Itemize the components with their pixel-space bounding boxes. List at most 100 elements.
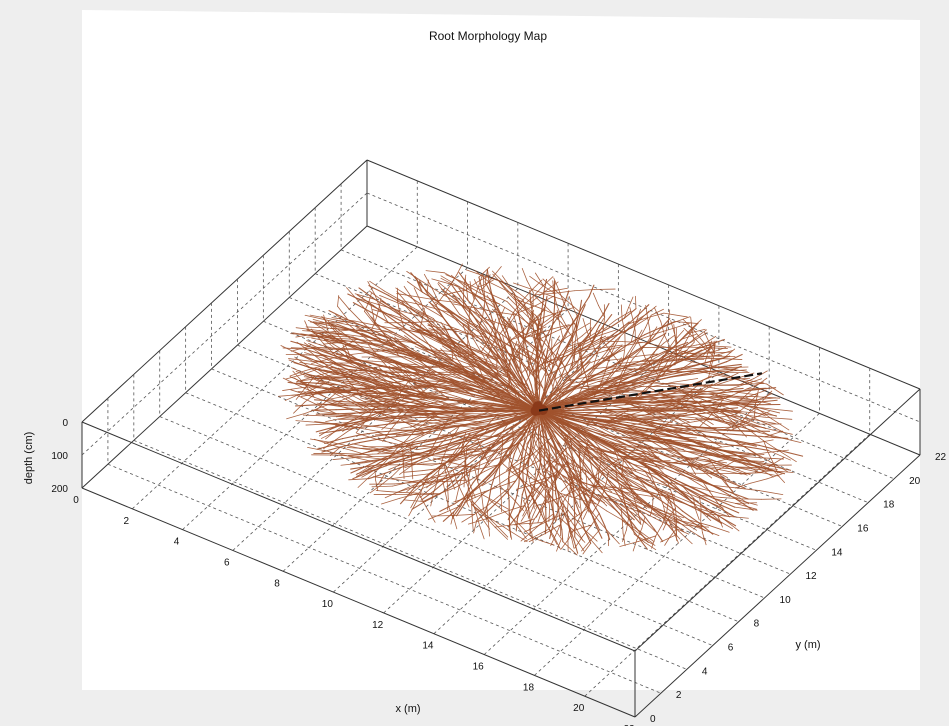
root-segment bbox=[305, 326, 328, 329]
root-segment bbox=[287, 381, 312, 387]
root-segment bbox=[468, 356, 482, 370]
root-segment bbox=[484, 275, 504, 283]
root-segment bbox=[710, 427, 729, 438]
root-segment bbox=[597, 376, 619, 383]
root-segment bbox=[687, 433, 711, 438]
root-segment bbox=[282, 387, 301, 391]
root-segment bbox=[441, 345, 460, 358]
root-segment bbox=[617, 327, 630, 340]
root-segment bbox=[372, 452, 398, 455]
root-segment bbox=[673, 410, 702, 413]
root-segment bbox=[613, 391, 637, 394]
root-segment bbox=[565, 447, 569, 462]
root-segment bbox=[426, 292, 437, 306]
root-segment bbox=[566, 432, 570, 440]
root-segment bbox=[453, 294, 465, 309]
root-segment bbox=[746, 387, 767, 390]
root-segment bbox=[767, 451, 774, 463]
root-segment bbox=[743, 446, 761, 458]
root-segment bbox=[648, 412, 665, 423]
root-segment bbox=[662, 464, 686, 474]
root-segment bbox=[686, 451, 710, 456]
root-segment bbox=[490, 428, 498, 437]
root-segment bbox=[528, 518, 535, 531]
root-segment bbox=[496, 436, 512, 445]
root-segment bbox=[513, 300, 523, 313]
root-segment bbox=[715, 408, 734, 420]
root-segment bbox=[475, 443, 491, 452]
root-segment bbox=[715, 518, 734, 530]
root-segment bbox=[637, 509, 642, 524]
root-segment bbox=[540, 387, 546, 400]
root-segment bbox=[577, 342, 593, 352]
root-segment bbox=[637, 450, 661, 454]
root-segment bbox=[430, 477, 448, 484]
root-segment bbox=[522, 504, 529, 517]
root-segment bbox=[514, 348, 523, 361]
root-segment bbox=[360, 334, 376, 346]
floor-gridline-x bbox=[534, 413, 820, 676]
root-segment bbox=[440, 348, 454, 362]
root-segment bbox=[620, 507, 623, 522]
root-segment bbox=[442, 511, 455, 522]
root-segment bbox=[400, 329, 425, 334]
root-segment bbox=[396, 338, 420, 344]
root-segment bbox=[752, 426, 776, 439]
root-segment bbox=[295, 370, 318, 381]
root-segment bbox=[511, 347, 530, 359]
root-segment bbox=[662, 371, 682, 377]
root-segment bbox=[562, 350, 579, 358]
root-segment bbox=[512, 497, 524, 512]
root-segment bbox=[359, 392, 383, 395]
root-segment bbox=[439, 503, 456, 512]
root-segment bbox=[636, 476, 654, 489]
root-segment bbox=[622, 483, 647, 491]
root-segment bbox=[315, 426, 335, 433]
root-segment bbox=[473, 396, 497, 402]
root-segment bbox=[341, 434, 362, 440]
root-segment bbox=[606, 338, 618, 351]
root-segment bbox=[497, 374, 513, 388]
root-segment bbox=[444, 454, 461, 459]
root-segment bbox=[404, 322, 426, 334]
root-segment bbox=[303, 376, 325, 380]
root-segment bbox=[286, 412, 307, 420]
root-segment bbox=[700, 503, 719, 516]
root-segment bbox=[396, 443, 418, 451]
root-segment bbox=[360, 403, 384, 406]
root-segment bbox=[452, 516, 458, 530]
root-segment bbox=[324, 438, 344, 444]
root-segment bbox=[514, 358, 521, 373]
root-segment bbox=[584, 497, 592, 509]
root-segment bbox=[397, 491, 420, 494]
root-segment bbox=[616, 355, 632, 365]
root-segment bbox=[542, 540, 555, 546]
root-segment bbox=[394, 362, 418, 366]
root-segment bbox=[659, 452, 683, 458]
root-segment bbox=[675, 427, 700, 430]
root-segment bbox=[693, 411, 714, 425]
root-segment bbox=[547, 365, 555, 378]
root-segment bbox=[411, 297, 428, 309]
root-segment bbox=[335, 422, 349, 431]
root-segment bbox=[635, 370, 655, 377]
root-segment bbox=[555, 377, 564, 391]
root-segment bbox=[626, 413, 649, 423]
root-segment bbox=[556, 538, 562, 552]
root-segment bbox=[469, 281, 472, 291]
z-tick-label: 200 bbox=[51, 484, 68, 495]
root-segment bbox=[594, 455, 616, 466]
root-segment bbox=[404, 369, 429, 377]
root-segment bbox=[741, 383, 764, 385]
root-segment bbox=[642, 454, 664, 466]
root-segment bbox=[721, 443, 746, 448]
root-segment bbox=[690, 477, 713, 486]
root-segment bbox=[482, 418, 503, 423]
root-segment bbox=[517, 372, 525, 387]
root-segment bbox=[501, 414, 525, 418]
root-segment bbox=[396, 290, 407, 302]
root-segment bbox=[377, 472, 386, 486]
root-segment bbox=[673, 531, 679, 544]
root-segment bbox=[538, 362, 544, 375]
root-segment bbox=[489, 464, 500, 476]
